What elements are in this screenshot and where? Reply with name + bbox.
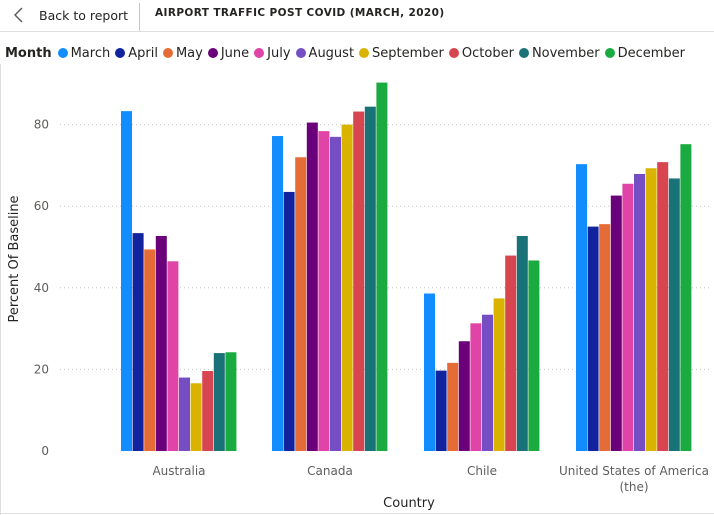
bar-november <box>516 235 528 451</box>
bar-march <box>424 293 435 451</box>
bar-july <box>167 261 179 451</box>
bar-december <box>225 352 237 451</box>
bar-november <box>364 106 376 451</box>
header-divider <box>139 3 140 31</box>
legend-item-march[interactable]: March <box>57 45 111 61</box>
bar-june <box>610 195 622 451</box>
legend-label: March <box>70 45 111 61</box>
legend-label: August <box>308 45 355 61</box>
bar-december <box>528 260 540 451</box>
back-to-report-button[interactable]: Back to report <box>14 5 128 25</box>
back-to-report-label: Back to report <box>39 7 129 23</box>
bar-november <box>668 178 680 451</box>
bar-november <box>213 353 225 451</box>
legend-label: July <box>267 45 291 61</box>
y-tick-label: 40 <box>34 281 49 295</box>
y-tick-label: 0 <box>41 444 49 458</box>
bar-october <box>657 162 669 452</box>
bar-july <box>622 183 634 451</box>
legend-item-may[interactable]: May <box>162 45 203 61</box>
bar-may <box>599 224 611 451</box>
y-tick-label: 80 <box>34 118 49 132</box>
legend-label: April <box>128 45 158 61</box>
bar-april <box>587 226 599 451</box>
bar-march <box>121 111 132 452</box>
legend-swatch <box>295 48 306 58</box>
bar-august <box>330 136 341 451</box>
x-tick-label: Canada <box>307 464 353 478</box>
legend-label: November <box>531 45 600 61</box>
x-tick-label: (the) <box>619 480 648 494</box>
page-title: AIRPORT TRAFFIC POST COVID (MARCH, 2020) <box>155 7 445 19</box>
bar-march <box>272 136 283 452</box>
bar-august <box>634 173 645 451</box>
x-tick-label: Chile <box>467 464 497 478</box>
legend-label: June <box>220 45 250 61</box>
x-tick-label: Australia <box>152 464 205 478</box>
clustered-column-chart: 0 20 40 60 80 Percent Of Baseline Australia Can… <box>7 82 712 511</box>
bar-march <box>576 164 587 451</box>
bar-december <box>376 82 388 452</box>
bar-april <box>435 370 447 451</box>
legend-item-july[interactable]: July <box>254 45 291 61</box>
legend-item-june[interactable]: June <box>207 45 250 61</box>
chevron-left-icon <box>14 7 24 23</box>
legend-swatch <box>604 48 615 58</box>
legend-swatch <box>359 48 370 58</box>
legend-swatch <box>448 48 459 58</box>
bar-july <box>470 323 482 451</box>
bar-june <box>155 235 167 451</box>
legend-item-september[interactable]: September <box>359 46 444 61</box>
bar-may <box>447 362 459 451</box>
bar-december <box>680 144 692 451</box>
bar-october <box>353 111 365 451</box>
y-tick-label: 60 <box>34 199 49 213</box>
bar-august <box>482 314 493 451</box>
legend-item-november[interactable]: November <box>518 45 600 61</box>
visual-border <box>0 64 1 515</box>
x-tick-label: United States of America <box>559 464 709 478</box>
bar-june <box>306 122 318 451</box>
bar-october <box>202 371 214 451</box>
bar-september <box>190 383 202 451</box>
legend-item-october[interactable]: October <box>448 45 514 61</box>
bar-may <box>144 249 156 451</box>
legend-item-august[interactable]: August <box>295 45 355 61</box>
legend-item-april[interactable]: April <box>115 46 158 61</box>
y-tick-label: 20 <box>34 362 49 376</box>
legend-swatch <box>518 48 529 58</box>
legend-label: May <box>175 45 203 61</box>
legend-label: December <box>617 45 685 61</box>
bar-july <box>318 131 330 451</box>
bar-september <box>341 124 353 451</box>
legend-swatch <box>207 48 218 58</box>
legend-swatch <box>162 48 173 58</box>
chart-legend: Month March April May June July August Septemb… <box>5 43 690 63</box>
visual-border-bottom <box>0 513 714 514</box>
legend-item-december[interactable]: December <box>604 45 685 61</box>
legend-label: October <box>461 45 514 61</box>
legend-swatch <box>254 48 265 58</box>
top-bar: Back to report AIRPORT TRAFFIC POST COVI… <box>0 0 714 32</box>
legend-label: September <box>372 45 444 61</box>
bar-april <box>132 233 144 451</box>
legend-title: Month <box>5 45 52 61</box>
legend-swatch <box>115 48 126 58</box>
bar-september <box>493 298 505 451</box>
bar-october <box>505 255 517 451</box>
bar-may <box>295 157 307 451</box>
bar-september <box>645 168 657 452</box>
legend-swatch <box>57 48 68 58</box>
y-axis-title: Percent Of Baseline <box>7 195 22 322</box>
bar-june <box>458 341 470 451</box>
bar-august <box>179 377 190 451</box>
bar-april <box>283 191 295 452</box>
x-axis-title: Country <box>383 496 435 511</box>
